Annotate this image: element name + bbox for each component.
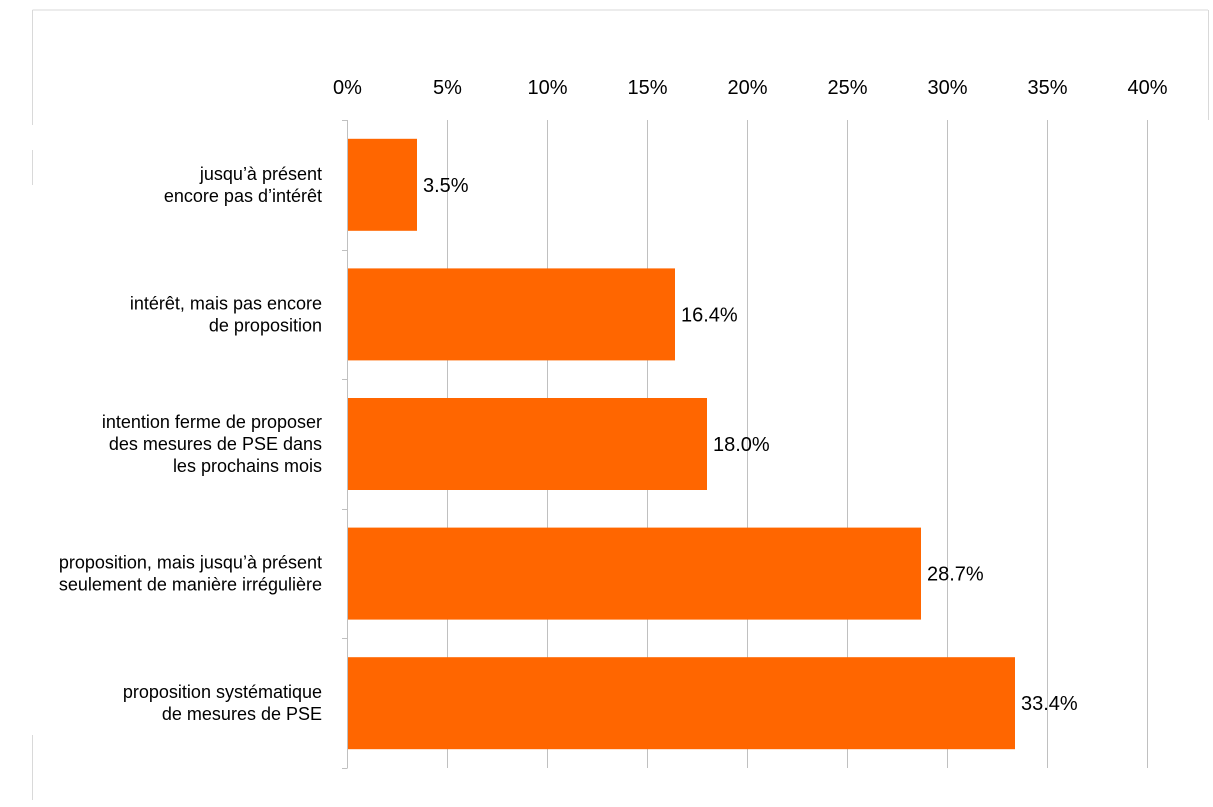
category-label-line: proposition, mais jusqu’à présent (59, 553, 322, 573)
category-label-line: les prochains mois (173, 456, 322, 476)
category-label-line: intérêt, mais pas encore (130, 293, 322, 313)
x-tick-label: 0% (333, 77, 362, 99)
category-label: proposition systématique de mesures de PS… (123, 682, 322, 724)
category-label-line: encore pas d’intérêt (164, 186, 322, 206)
category-label-line: jusqu’à présent (199, 164, 322, 184)
category-label-line: de mesures de PSE (162, 704, 322, 724)
category-label-line: seulement de manière irrégulière (59, 575, 322, 595)
x-tick-label: 25% (827, 77, 867, 99)
x-axis-ticks: 0% 5% 10% 15% 20% 25% 30% 35% 40% (333, 77, 1168, 99)
x-tick-label: 5% (433, 77, 462, 99)
data-label: 16.4% (681, 304, 738, 326)
data-label: 33.4% (1021, 693, 1078, 715)
x-tick-label: 40% (1127, 77, 1167, 99)
bar (348, 398, 707, 490)
chart-frame (32, 9, 1209, 800)
category-label: intérêt, mais pas encore de proposition (130, 293, 322, 335)
x-tick-label: 10% (527, 77, 567, 99)
bar (348, 268, 675, 361)
x-tick-label: 15% (627, 77, 667, 99)
data-label: 18.0% (713, 434, 770, 456)
category-label-line: intention ferme de proposer (102, 412, 322, 432)
data-label: 3.5% (423, 175, 469, 197)
bar (348, 527, 921, 620)
bars (348, 138, 1015, 750)
category-label-line: de proposition (209, 315, 322, 335)
category-label-line: des mesures de PSE dans (109, 434, 322, 454)
category-label: intention ferme de proposer des mesures d… (102, 412, 322, 476)
bar (348, 657, 1015, 750)
x-tick-label: 35% (1027, 77, 1067, 99)
x-tick-label: 30% (927, 77, 967, 99)
data-labels: 3.5% 16.4% 18.0% 28.7% 33.4% (423, 175, 1078, 715)
category-labels: jusqu’à présent encore pas d’intérêt intér… (59, 164, 322, 724)
category-label-line: proposition systématique (123, 682, 322, 702)
category-label: jusqu’à présent encore pas d’intérêt (164, 164, 322, 206)
x-tick-label: 20% (727, 77, 767, 99)
data-label: 28.7% (927, 564, 984, 586)
bar (348, 138, 417, 231)
category-label: proposition, mais jusqu’à présent seuleme… (59, 553, 322, 595)
